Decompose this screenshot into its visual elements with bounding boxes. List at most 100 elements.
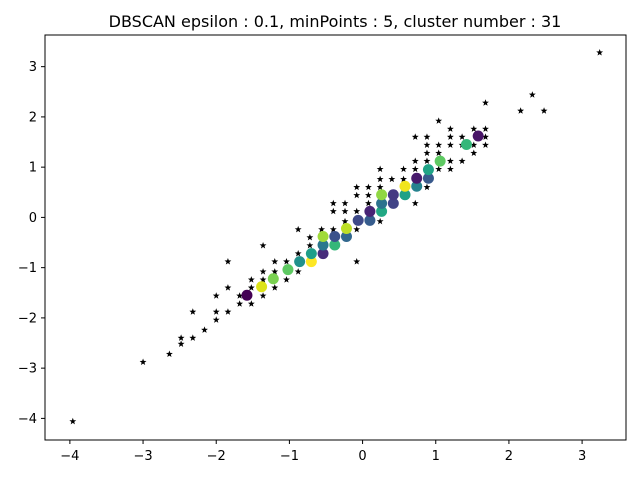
noise-point — [189, 308, 197, 315]
noise-point — [365, 183, 372, 191]
x-tick-label: −1 — [280, 449, 299, 464]
noise-point — [435, 117, 443, 124]
noise-point — [353, 225, 361, 233]
noise-point — [376, 217, 384, 225]
cluster-point — [340, 222, 352, 234]
noise-point — [411, 157, 419, 165]
y-tick-label: −4 — [18, 412, 37, 427]
noise-point — [224, 284, 232, 291]
noise-point — [212, 308, 220, 315]
y-tick-label: 3 — [29, 60, 37, 75]
noise-point — [376, 175, 384, 183]
x-tick-label: 0 — [358, 449, 366, 464]
noise-point — [353, 258, 361, 265]
y-tick-label: 1 — [29, 161, 37, 176]
noise-point — [259, 276, 267, 283]
noise-point — [482, 141, 489, 148]
noise-point — [411, 165, 419, 173]
noise-point — [388, 175, 396, 183]
noise-point — [283, 276, 290, 283]
cluster-point — [411, 180, 423, 192]
cluster-point — [387, 197, 399, 209]
cluster-point — [472, 130, 484, 142]
noise-point — [224, 258, 232, 265]
noise-point — [353, 207, 361, 215]
noise-point — [353, 191, 361, 199]
noise-point — [482, 99, 489, 106]
noise-point — [482, 133, 489, 140]
cluster-point — [352, 214, 364, 226]
noise-point — [470, 141, 478, 148]
noise-point — [329, 225, 337, 233]
noise-point — [318, 225, 326, 233]
x-tick-label: 1 — [432, 449, 440, 464]
noise-point — [376, 183, 384, 191]
noise-point — [423, 149, 431, 156]
cluster-points — [241, 130, 484, 301]
noise-point — [306, 241, 314, 249]
noise-point — [446, 141, 454, 148]
noise-point — [201, 326, 208, 333]
cluster-point — [422, 172, 434, 184]
plot-area-frame — [44, 34, 627, 441]
noise-point — [458, 157, 466, 165]
noise-point — [271, 284, 279, 291]
noise-point — [271, 258, 279, 265]
noise-point — [165, 350, 173, 357]
cluster-point — [241, 289, 253, 301]
noise-point — [247, 276, 255, 283]
noise-point — [69, 417, 77, 425]
cluster-point — [411, 172, 423, 184]
noise-point — [177, 340, 185, 347]
noise-point — [540, 107, 548, 114]
cluster-point — [329, 239, 341, 251]
noise-point — [247, 284, 255, 291]
noise-point — [341, 217, 349, 225]
noise-point — [482, 125, 489, 132]
noise-point — [435, 149, 443, 156]
noise-point — [294, 225, 302, 233]
noise-point — [435, 141, 443, 148]
noise-point — [596, 48, 604, 56]
noise-point — [224, 308, 232, 315]
x-tick-label: 3 — [578, 449, 586, 464]
noise-point — [236, 292, 244, 299]
noise-point — [341, 207, 349, 215]
noise-point — [470, 125, 478, 132]
noise-point — [353, 183, 361, 191]
y-tick-label: −3 — [18, 362, 37, 377]
noise-point — [189, 334, 197, 341]
y-tick-label: 0 — [29, 211, 37, 226]
x-tick-label: −4 — [60, 449, 79, 464]
cluster-point — [267, 273, 279, 285]
noise-point — [400, 165, 407, 173]
cluster-point — [460, 139, 472, 151]
noise-point — [259, 268, 267, 275]
noise-point — [341, 199, 349, 207]
noise-point — [259, 241, 267, 249]
cluster-point — [364, 205, 376, 217]
cluster-point — [364, 214, 376, 226]
cluster-point — [329, 230, 341, 242]
cluster-point — [399, 180, 411, 192]
cluster-point — [317, 248, 329, 260]
cluster-point — [305, 256, 317, 268]
noise-point — [435, 165, 443, 173]
cluster-point — [422, 164, 434, 176]
noise-point — [458, 133, 466, 140]
noise-point — [212, 292, 220, 299]
noise-point — [446, 133, 454, 140]
cluster-point — [399, 189, 411, 201]
noise-point — [294, 268, 302, 275]
noise-point — [400, 175, 407, 183]
noise-point — [365, 191, 372, 199]
cluster-point — [434, 155, 446, 167]
noise-point — [423, 157, 431, 165]
y-tick-label: −2 — [18, 311, 37, 326]
cluster-point — [376, 205, 388, 217]
cluster-point — [317, 239, 329, 251]
x-tick-label: 2 — [505, 449, 513, 464]
noise-point — [411, 133, 419, 140]
cluster-point — [376, 189, 388, 201]
